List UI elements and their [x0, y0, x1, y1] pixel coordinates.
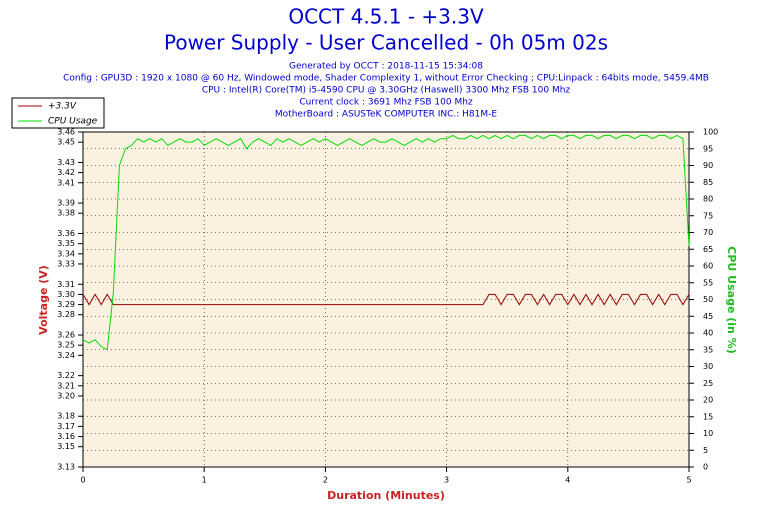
y2-tick-label: 50	[703, 295, 713, 304]
y2-tick-label: 45	[703, 312, 713, 321]
y2-tick-label: 35	[703, 345, 713, 354]
y-tick-label: 3.31	[57, 280, 75, 289]
y2-tick-label: 95	[703, 144, 713, 153]
info-line: MotherBoard : ASUSTeK COMPUTER INC.: H81…	[275, 110, 497, 120]
y2-tick-label: 40	[703, 329, 713, 338]
y-tick-label: 3.22	[57, 371, 75, 380]
y-tick-label: 3.45	[57, 138, 75, 147]
y2-tick-label: 20	[703, 396, 713, 405]
chart-title: OCCT 4.5.1 - +3.3V	[288, 5, 484, 29]
y2-tick-label: 65	[703, 245, 713, 254]
y2-tick-label: 90	[703, 161, 713, 170]
y-tick-label: 3.28	[57, 310, 75, 319]
x-tick-label: 0	[80, 476, 85, 485]
info-line: Generated by OCCT : 2018-11-15 15:34:08	[289, 62, 483, 72]
series-line	[82, 293, 690, 306]
y-tick-label: 3.42	[57, 168, 75, 177]
y2-tick-label: 30	[703, 362, 713, 371]
y2-tick-label: 75	[703, 211, 713, 220]
y2-tick-label: 25	[703, 379, 713, 388]
y2-tick-label: 100	[703, 128, 718, 137]
info-line: Current clock : 3691 Mhz FSB 100 Mhz	[299, 98, 473, 108]
y-tick-label: 3.29	[57, 300, 75, 309]
y-tick-label: 3.34	[57, 249, 75, 258]
y-tick-label: 3.35	[57, 239, 75, 248]
y-tick-label: 3.20	[57, 391, 75, 400]
legend	[11, 97, 105, 129]
x-tick-label: 1	[202, 476, 207, 485]
y-tick-label: 3.25	[57, 341, 75, 350]
y-tick-label: 3.46	[57, 128, 75, 137]
y2-tick-label: 5	[703, 446, 708, 455]
x-tick-label: 5	[686, 476, 691, 485]
y2-tick-label: 70	[703, 228, 713, 237]
y-tick-label: 3.39	[57, 199, 75, 208]
y-tick-label: 3.36	[57, 229, 75, 238]
y-tick-label: 3.24	[57, 351, 75, 360]
y2-tick-label: 0	[703, 463, 708, 472]
y-tick-label: 3.21	[57, 381, 75, 390]
x-tick-label: 4	[565, 476, 570, 485]
y-tick-label: 3.30	[57, 290, 75, 299]
chart-subtitle: Power Supply - User Cancelled - 0h 05m 0…	[164, 31, 608, 55]
y-axis-label: Voltage (V)	[37, 265, 50, 335]
y-tick-label: 3.43	[57, 158, 75, 167]
y2-tick-label: 55	[703, 278, 713, 287]
x-tick-label: 3	[444, 476, 449, 485]
y-tick-label: 3.16	[57, 432, 75, 441]
y2-tick-label: 80	[703, 195, 713, 204]
y2-axis-label: CPU Usage (in %)	[725, 246, 738, 353]
legend-label: +3.3V	[48, 102, 77, 112]
info-line: Config : GPU3D : 1920 x 1080 @ 60 Hz, Wi…	[63, 74, 709, 84]
y-tick-label: 3.13	[57, 463, 75, 472]
x-tick-label: 2	[323, 476, 328, 485]
y2-tick-label: 10	[703, 429, 713, 438]
y-tick-label: 3.41	[57, 178, 75, 187]
y2-tick-label: 85	[703, 178, 713, 187]
plot-area	[82, 131, 690, 468]
info-line: CPU : Intel(R) Core(TM) i5-4590 CPU @ 3.…	[202, 86, 571, 96]
y-tick-label: 3.17	[57, 422, 75, 431]
y-tick-label: 3.18	[57, 412, 75, 421]
y2-tick-label: 60	[703, 262, 713, 271]
y-tick-label: 3.38	[57, 209, 75, 218]
y-tick-label: 3.15	[57, 442, 75, 451]
x-axis-label: Duration (Minutes)	[327, 489, 445, 502]
series-line	[82, 134, 690, 351]
y-tick-label: 3.33	[57, 259, 75, 268]
y-tick-label: 3.26	[57, 331, 75, 340]
legend-label: CPU Usage	[48, 117, 98, 127]
y2-tick-label: 15	[703, 412, 713, 421]
